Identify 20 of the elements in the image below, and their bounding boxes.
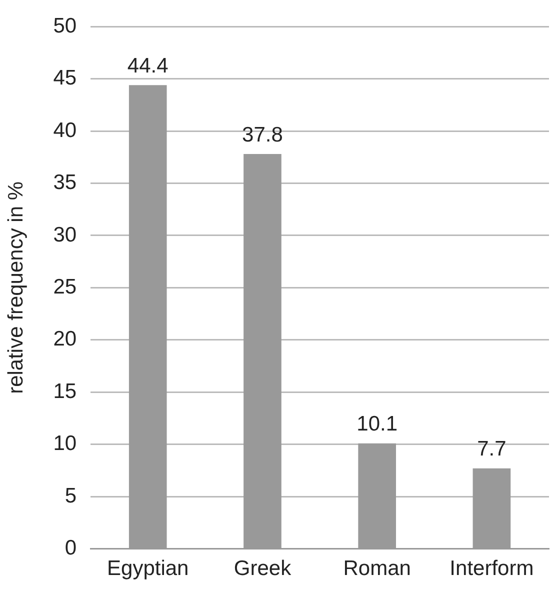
x-tick-label: Roman [343, 557, 411, 580]
data-label: 44.4 [127, 54, 169, 78]
y-tick-label: 40 [53, 118, 77, 142]
y-tick-label: 25 [53, 275, 77, 298]
y-tick-label: 35 [53, 171, 77, 194]
y-tick-label: 20 [53, 328, 77, 351]
y-tick-label: 50 [53, 14, 77, 38]
y-tick-label: 30 [53, 223, 77, 246]
y-tick-label: 5 [64, 484, 77, 508]
data-label: 37.8 [242, 123, 283, 146]
y-axis-title: relative frequency in % [4, 181, 28, 394]
x-tick-label: Egyptian [106, 557, 189, 580]
y-tick-label: 15 [53, 380, 77, 403]
x-tick-label: Greek [234, 557, 292, 580]
data-label: 10.1 [356, 412, 398, 436]
x-tick-label: Interform [450, 557, 534, 580]
data-label: 7.7 [477, 438, 506, 461]
y-tick-label: 10 [53, 432, 77, 456]
y-tick-label: 0 [64, 536, 77, 560]
y-tick-label: 45 [53, 66, 77, 90]
